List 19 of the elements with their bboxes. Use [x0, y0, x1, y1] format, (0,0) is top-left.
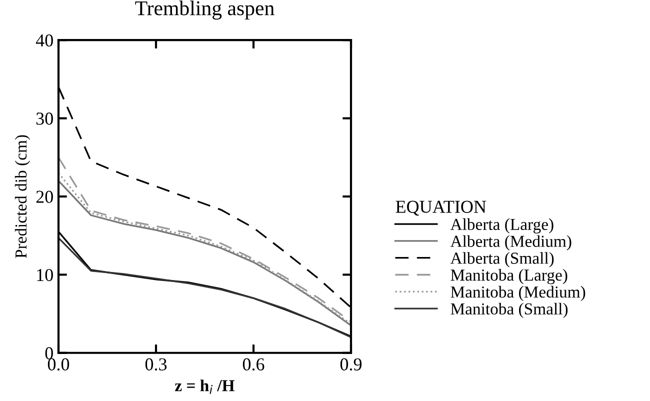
- legend-title: EQUATION: [396, 200, 486, 216]
- y-tick-label: 0: [45, 347, 53, 360]
- y-tick-label: 10: [37, 268, 53, 282]
- x-axis-title: z = h$_{i}$ /H: [174, 380, 235, 394]
- legend-label: Alberta (Large): [450, 218, 554, 234]
- x-tick-label: 0.9: [340, 358, 362, 371]
- x-tick-label: 0.3: [145, 358, 167, 371]
- chart-title: Trembling aspen: [135, 0, 274, 20]
- legend-label: Manitoba (Small): [450, 302, 568, 318]
- legend-label: Alberta (Medium): [450, 235, 572, 250]
- y-axis-title: Predicted dib (cm): [14, 135, 30, 258]
- x-tick-label: 0.6: [242, 358, 264, 371]
- legend-label: Manitoba (Medium): [450, 286, 586, 302]
- y-tick-label: 20: [36, 190, 53, 203]
- x-tick-label: 0.0: [48, 358, 70, 371]
- y-tick-label: 40: [36, 34, 53, 47]
- legend-label: Alberta (Small): [450, 252, 554, 268]
- legend-label: Manitoba (Large): [450, 269, 568, 284]
- y-tick-label: 30: [36, 112, 53, 125]
